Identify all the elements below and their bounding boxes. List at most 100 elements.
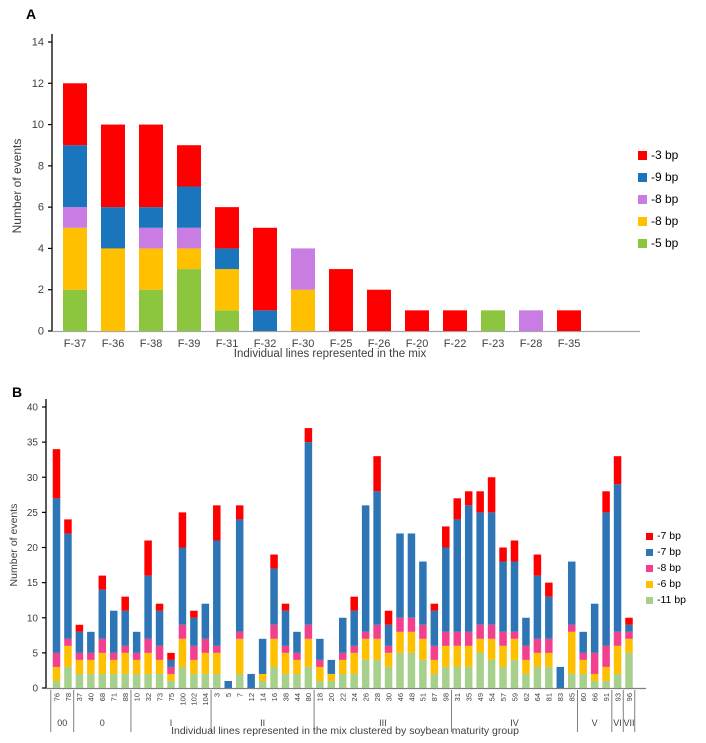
bar-segment <box>487 659 496 688</box>
bar-segment <box>499 631 507 646</box>
bar-segment <box>144 638 152 653</box>
legend-item: -3 bp <box>638 148 678 162</box>
legend-item: -8 bp <box>638 192 678 206</box>
bar-segment <box>155 610 164 646</box>
bar-segment <box>442 631 450 646</box>
bar-segment <box>316 638 324 660</box>
bar-segment <box>215 310 239 331</box>
bar-segment <box>568 624 576 632</box>
bar-segment <box>144 540 152 576</box>
bar-segment <box>75 631 84 653</box>
x-category-label: F-36 <box>102 338 125 350</box>
x-category-label: 10 <box>132 693 141 701</box>
bar-segment <box>464 491 473 506</box>
bar-segment <box>139 289 163 331</box>
bar-F-31 <box>215 207 239 331</box>
bar-segment <box>201 673 210 688</box>
x-category-label: F-25 <box>330 338 353 350</box>
bar-segment <box>144 652 152 674</box>
x-category-label: 16 <box>270 693 279 701</box>
bar-46 <box>396 533 404 688</box>
bar-100 <box>178 512 187 688</box>
bar-segment <box>613 631 622 646</box>
bar-segment <box>443 310 467 331</box>
bar-segment <box>557 310 581 331</box>
bar-segment <box>329 269 353 331</box>
bar-28 <box>373 456 381 688</box>
bar-segment <box>144 575 152 639</box>
bar-75 <box>167 652 175 688</box>
bar-segment <box>481 310 505 331</box>
legend-item: -8 bp <box>646 562 686 574</box>
bar-segment <box>110 673 118 688</box>
bar-segment <box>487 624 496 639</box>
bar-segment <box>625 617 633 625</box>
bar-segment <box>373 659 381 688</box>
bar-segment <box>63 83 87 146</box>
bar-segment <box>590 652 599 674</box>
y-tick-label: 12 <box>32 78 44 90</box>
bar-segment <box>568 561 576 625</box>
bar-segment <box>75 652 84 660</box>
bar-segment <box>293 673 301 688</box>
bar-segment <box>499 547 507 562</box>
bar-segment <box>384 624 393 646</box>
x-category-label: 100 <box>178 693 187 706</box>
bar-76 <box>52 449 61 688</box>
bar-segment <box>396 617 404 632</box>
bar-segment <box>201 638 210 653</box>
bar-segment <box>316 666 324 681</box>
bar-segment <box>224 680 232 688</box>
x-category-label: 31 <box>453 693 462 701</box>
bar-segment <box>75 659 84 674</box>
x-category-label: 73 <box>155 693 164 701</box>
bar-segment <box>430 645 439 660</box>
bar-segment <box>87 652 95 660</box>
bar-segment <box>453 519 461 632</box>
bar-segment <box>167 666 175 674</box>
bar-segment <box>510 561 519 632</box>
bar-segment <box>132 631 141 653</box>
bar-segment <box>235 631 244 639</box>
bar-segment <box>613 456 622 485</box>
bar-segment <box>247 673 255 688</box>
bar-segment <box>201 603 210 639</box>
bar-segment <box>568 673 576 688</box>
bar-57 <box>499 547 507 688</box>
y-tick-label: 0 <box>38 326 44 338</box>
chart-b-y-axis-title: Number of events <box>8 503 20 587</box>
bar-segment <box>235 638 244 674</box>
x-category-label: 91 <box>602 693 611 701</box>
x-category-label: 26 <box>361 693 370 701</box>
bar-segment <box>190 673 198 688</box>
bar-segment <box>602 645 610 667</box>
x-category-label: 3 <box>213 693 222 697</box>
x-category-label: 30 <box>384 693 393 701</box>
bar-segment <box>98 638 107 653</box>
chart-a: 0 2 4 6 8 10 12 14 F-37 F-36 F-38 F-39 F-31 F-32 F-30 F… <box>32 34 640 350</box>
bar-segment <box>178 666 187 688</box>
maturity-group-label: I <box>170 718 173 728</box>
bar-segment <box>281 652 290 674</box>
legend-item: -11 bp <box>646 594 686 606</box>
bar-segment <box>253 310 277 331</box>
bar-segment <box>132 673 141 688</box>
bar-54 <box>487 477 496 688</box>
bar-segment <box>476 624 484 639</box>
bar-segment <box>625 624 633 632</box>
bar-segment <box>75 673 84 688</box>
bar-segment <box>327 673 336 681</box>
bar-22 <box>339 617 347 688</box>
bar-segment <box>522 617 530 646</box>
x-category-label: 59 <box>510 693 519 701</box>
bar-segment <box>190 645 198 660</box>
bar-segment <box>579 631 587 653</box>
bar-segment <box>396 631 404 653</box>
bar-71 <box>110 610 118 688</box>
chart-b-x-axis-title: Individual lines represented in the mix … <box>171 725 519 737</box>
bar-48 <box>407 533 416 688</box>
bar-segment <box>373 624 381 639</box>
maturity-group-label: 0 <box>100 718 105 728</box>
legend-swatch-icon <box>638 216 647 226</box>
bar-segment <box>442 526 450 548</box>
